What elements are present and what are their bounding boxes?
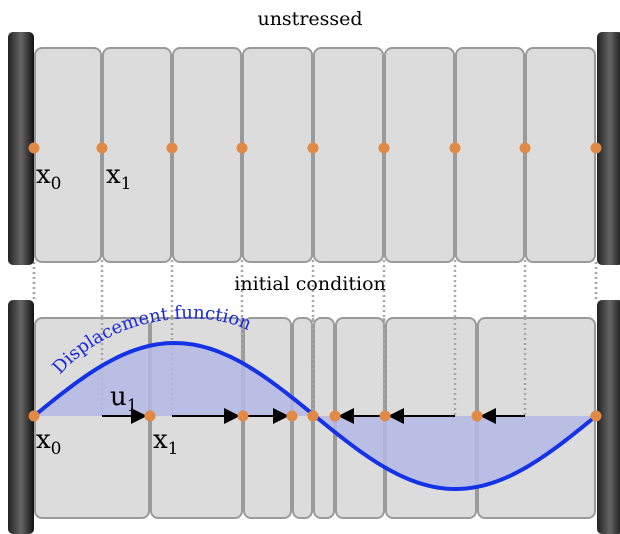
block	[525, 47, 596, 263]
node	[449, 142, 461, 154]
node	[519, 142, 531, 154]
wall	[8, 300, 34, 534]
vector-label: u1	[110, 382, 138, 416]
block	[242, 47, 313, 263]
node	[307, 142, 319, 154]
wall	[8, 32, 34, 265]
block	[313, 47, 384, 263]
position-label: x1	[106, 160, 132, 194]
panel-title: unstressed	[257, 8, 362, 30]
block	[384, 47, 455, 263]
node	[590, 410, 602, 422]
panel-title: initial condition	[234, 273, 386, 295]
position-label: x1	[153, 425, 179, 459]
node	[590, 142, 602, 154]
unstressed-panel	[8, 32, 620, 534]
node	[237, 410, 249, 422]
node	[471, 410, 483, 422]
block	[102, 47, 172, 263]
wall	[597, 300, 620, 534]
node	[144, 410, 156, 422]
block	[34, 47, 102, 263]
node	[28, 142, 40, 154]
node	[236, 142, 248, 154]
node	[329, 410, 341, 422]
node	[378, 142, 390, 154]
block	[455, 47, 525, 263]
block	[243, 317, 292, 519]
initial-panel	[28, 317, 602, 519]
node	[286, 410, 298, 422]
wall	[597, 32, 620, 265]
node	[28, 410, 40, 422]
position-label: x0	[36, 160, 62, 194]
node	[307, 410, 319, 422]
node	[379, 410, 391, 422]
node	[166, 142, 178, 154]
node	[96, 142, 108, 154]
position-label: x0	[36, 425, 62, 459]
block	[172, 47, 242, 263]
